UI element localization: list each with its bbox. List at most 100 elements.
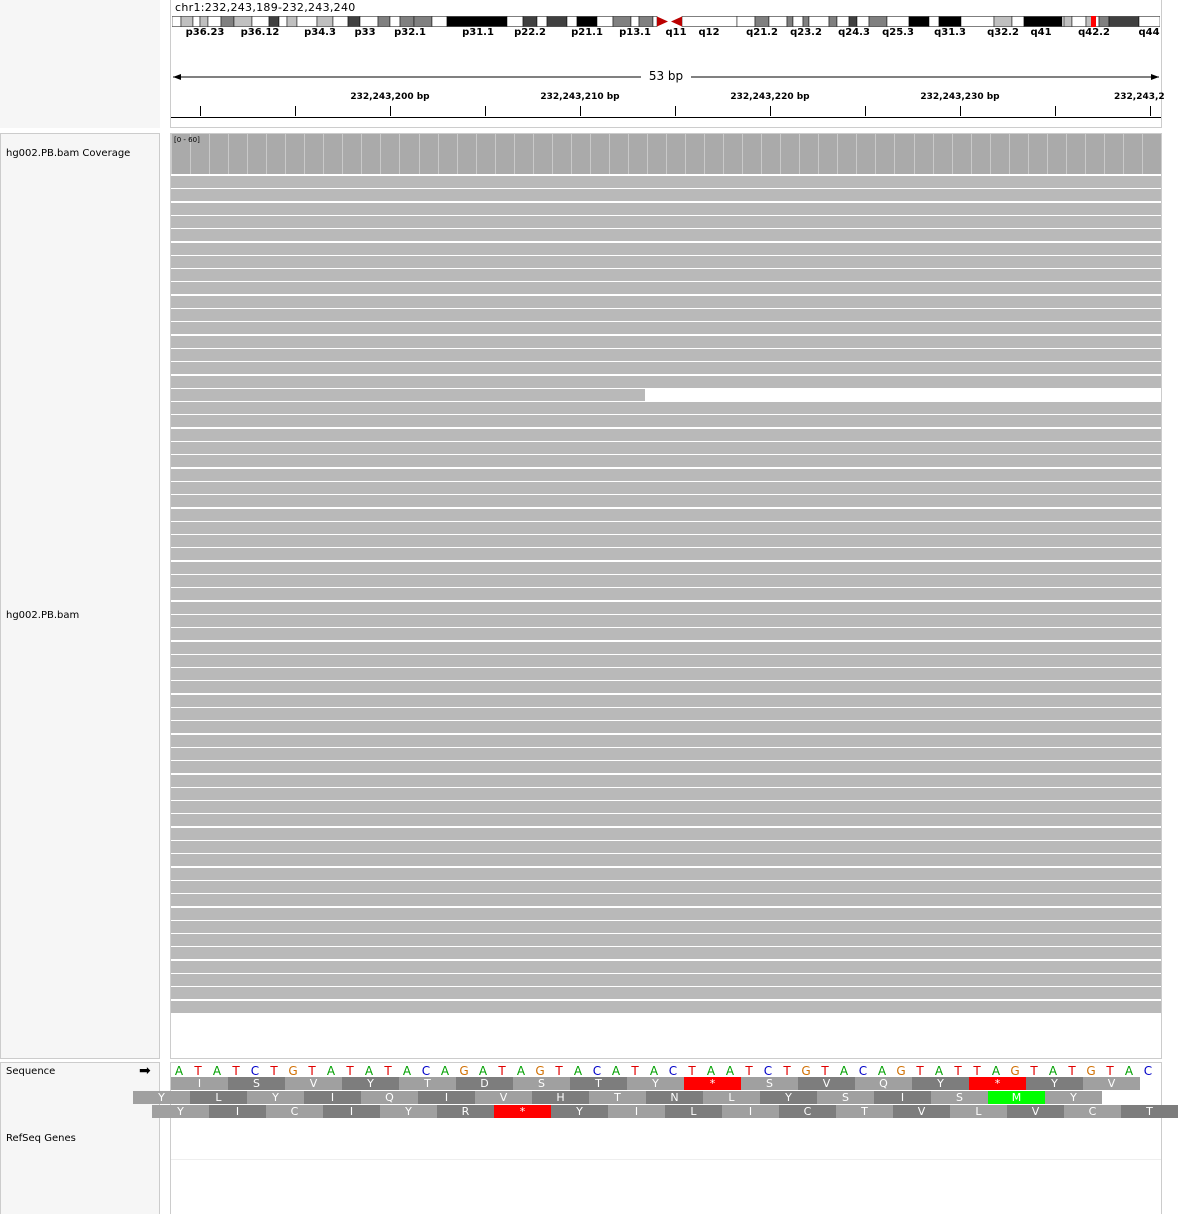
amino-acid: Y <box>912 1077 969 1090</box>
ideogram-band <box>566 16 578 27</box>
aligned-reads[interactable] <box>171 176 1161 1016</box>
read-alignment[interactable] <box>171 455 1161 467</box>
amino-acid: N <box>646 1091 703 1104</box>
read-alignment[interactable] <box>171 522 1161 534</box>
ruler-panel[interactable]: chr1:232,243,189-232,243,240 p36.23 p36.1… <box>170 0 1165 128</box>
ideogram-band <box>856 16 870 27</box>
amino-acid: I <box>304 1091 361 1104</box>
strand-arrow-icon[interactable]: ➡ <box>139 1063 151 1079</box>
read-alignment[interactable] <box>171 708 1161 720</box>
read-alignment[interactable] <box>171 216 1161 228</box>
sequence-track-name[interactable]: Sequence <box>6 1066 56 1077</box>
read-alignment[interactable] <box>171 442 1161 454</box>
read-alignment[interactable] <box>171 243 1161 255</box>
ideogram-band <box>960 16 995 27</box>
read-alignment[interactable] <box>171 655 1161 667</box>
amino-acid: T <box>399 1077 456 1090</box>
read-alignment[interactable] <box>171 908 1161 920</box>
read-alignment[interactable] <box>171 987 1161 999</box>
reference-base: T <box>688 1064 696 1078</box>
read-alignment[interactable] <box>171 282 1161 294</box>
alignment-track-name[interactable]: hg002.PB.bam <box>6 610 80 621</box>
read-alignment[interactable] <box>171 469 1161 481</box>
read-alignment[interactable] <box>171 269 1161 281</box>
reference-base: T <box>631 1064 639 1078</box>
read-alignment[interactable] <box>171 1001 1161 1013</box>
reference-base: G <box>1086 1064 1096 1078</box>
read-alignment[interactable] <box>171 176 1161 188</box>
read-alignment[interactable] <box>171 482 1161 494</box>
read-alignment[interactable] <box>171 362 1161 374</box>
read-alignment[interactable] <box>171 509 1161 521</box>
read-alignment[interactable] <box>171 934 1161 946</box>
read-alignment[interactable] <box>171 801 1161 813</box>
read-alignment[interactable] <box>171 296 1161 308</box>
read-alignment[interactable] <box>171 668 1161 680</box>
ideogram-band-label: q21.2 <box>746 27 778 38</box>
read-alignment[interactable] <box>171 761 1161 773</box>
read-alignment[interactable] <box>171 256 1161 268</box>
read-alignment[interactable] <box>171 961 1161 973</box>
read-alignment[interactable] <box>171 495 1161 507</box>
amino-acid: I <box>418 1091 475 1104</box>
read-alignment[interactable] <box>171 229 1161 241</box>
coverage-track[interactable]: [0 - 60] <box>171 134 1161 174</box>
read-alignment[interactable] <box>171 814 1161 826</box>
read-alignment[interactable] <box>171 588 1161 600</box>
read-alignment[interactable] <box>171 721 1161 733</box>
read-alignment[interactable] <box>171 615 1161 627</box>
reference-base: A <box>934 1064 944 1078</box>
read-alignment[interactable] <box>171 309 1161 321</box>
read-alignment[interactable] <box>171 881 1161 893</box>
read-alignment[interactable] <box>171 602 1161 614</box>
chromosome-ideogram[interactable] <box>172 16 1160 27</box>
ideogram-band <box>207 16 222 27</box>
read-alignment[interactable] <box>171 735 1161 747</box>
read-alignment[interactable] <box>171 628 1161 640</box>
read-alignment[interactable] <box>171 349 1161 361</box>
read-alignment[interactable] <box>171 535 1161 547</box>
read-alignment[interactable] <box>171 203 1161 215</box>
reference-base: T <box>308 1064 316 1078</box>
read-alignment[interactable] <box>171 429 1161 441</box>
ideogram-band-label: p13.1 <box>619 27 651 38</box>
read-alignment[interactable] <box>171 841 1161 853</box>
read-alignment[interactable] <box>171 575 1161 587</box>
ideogram-band-label: p22.2 <box>514 27 546 38</box>
read-alignment[interactable] <box>171 828 1161 840</box>
read-alignment[interactable] <box>171 642 1161 654</box>
amino-acid: H <box>532 1091 589 1104</box>
span-label: 53 bp <box>641 69 691 83</box>
read-alignment[interactable] <box>171 775 1161 787</box>
read-alignment[interactable] <box>171 894 1161 906</box>
read-alignment[interactable] <box>171 402 1161 414</box>
coverage-track-name[interactable]: hg002.PB.bam Coverage <box>6 148 131 159</box>
read-alignment[interactable] <box>171 695 1161 707</box>
read-alignment[interactable] <box>171 681 1161 693</box>
ideogram-band-label: q25.3 <box>882 27 914 38</box>
read-alignment[interactable] <box>171 189 1161 201</box>
ideogram-band <box>377 16 391 27</box>
ideogram-band <box>993 16 1013 27</box>
read-alignment[interactable] <box>171 974 1161 986</box>
read-alignment[interactable] <box>171 415 1161 427</box>
read-alignment[interactable] <box>171 562 1161 574</box>
read-alignment[interactable] <box>171 376 1161 388</box>
reference-base: T <box>555 1064 563 1078</box>
read-alignment[interactable] <box>171 868 1161 880</box>
refseq-track-name[interactable]: RefSeq Genes <box>6 1133 76 1144</box>
read-alignment[interactable] <box>171 748 1161 760</box>
read-alignment[interactable] <box>171 921 1161 933</box>
ideogram-band <box>736 16 756 27</box>
reference-base: A <box>478 1064 488 1078</box>
read-alignment[interactable] <box>171 548 1161 560</box>
read-alignment[interactable] <box>171 854 1161 866</box>
read-alignment[interactable] <box>171 947 1161 959</box>
ideogram-band <box>802 16 810 27</box>
read-alignment[interactable] <box>171 322 1161 334</box>
read-alignment[interactable] <box>171 336 1161 348</box>
alignment-data-panel[interactable]: [0 - 60] <box>170 133 1162 1059</box>
read-alignment[interactable] <box>171 389 645 401</box>
read-alignment[interactable] <box>171 788 1161 800</box>
